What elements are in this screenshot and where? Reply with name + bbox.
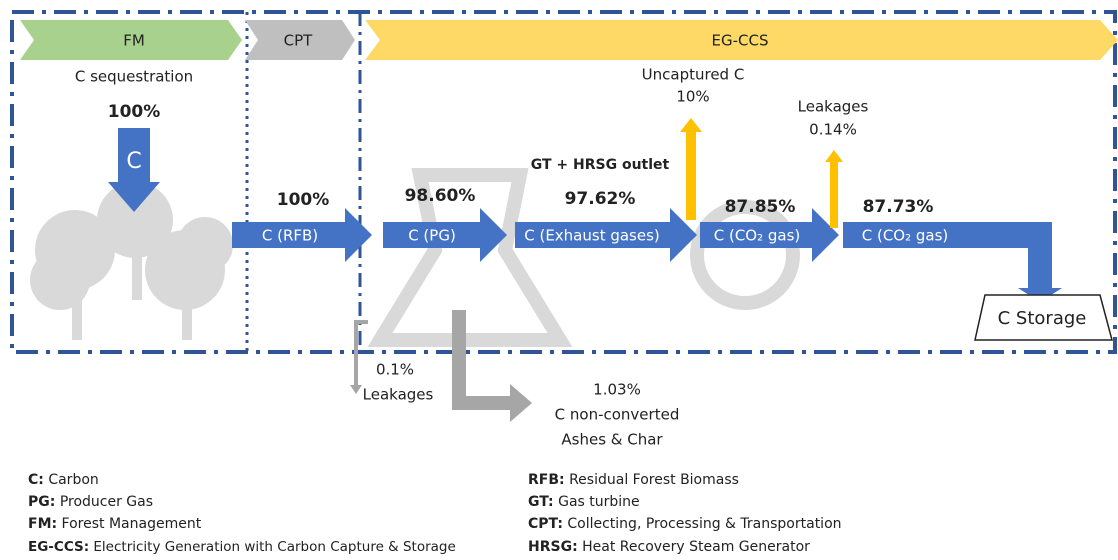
legend-entry: PG: Producer Gas xyxy=(28,494,153,510)
loss-sublabel: Ashes & Char xyxy=(561,431,663,449)
loss-percent: 10% xyxy=(676,88,709,106)
flow-label: C (Exhaust gases) xyxy=(524,227,660,245)
flow-label: C (CO₂ gas) xyxy=(862,227,949,245)
stage-label: FM xyxy=(123,32,145,50)
percent: 87.85% xyxy=(725,197,796,217)
legend-term: FM: xyxy=(28,516,57,532)
loss-label: Leakages xyxy=(363,386,434,404)
flow-label: C (PG) xyxy=(408,227,456,245)
legend-text: Carbon xyxy=(48,472,98,488)
legend-term: PG: xyxy=(28,494,55,510)
legend-text: Producer Gas xyxy=(60,494,153,510)
legend-term: EG-CCS: xyxy=(28,539,89,555)
loss-arrow xyxy=(452,310,532,422)
stage-label: EG-CCS xyxy=(712,32,769,50)
legend-term: RFB: xyxy=(528,472,565,488)
legend-entry: CPT: Collecting, Processing & Transporta… xyxy=(528,516,842,532)
legend-term: HRSG: xyxy=(528,539,578,555)
loss-arrow xyxy=(825,150,843,228)
arrow-label: C xyxy=(126,149,141,174)
legend-entry: C: Carbon xyxy=(28,472,99,488)
legend-text: Gas turbine xyxy=(558,494,640,510)
loss-label: Uncaptured C xyxy=(642,66,745,84)
legend-text: Forest Management xyxy=(62,516,202,532)
legend-text: Electricity Generation with Carbon Captu… xyxy=(93,539,455,555)
caption: C sequestration xyxy=(75,68,193,86)
legend-text: Collecting, Processing & Transportation xyxy=(567,516,841,532)
legend-text: Residual Forest Biomass xyxy=(569,472,739,488)
diagram: FM CPT EG-CCS C sequestration 100% C C (… xyxy=(0,0,1118,560)
loss-label: Leakages xyxy=(798,98,869,116)
loss-label: C non-converted xyxy=(555,406,680,424)
legend-term: GT: xyxy=(528,494,554,510)
percent: 100% xyxy=(108,102,161,122)
legend-entry: RFB: Residual Forest Biomass xyxy=(528,472,739,488)
loss-percent: 1.03% xyxy=(593,381,641,399)
legend-text: Heat Recovery Steam Generator xyxy=(582,539,810,555)
stage-label: CPT xyxy=(284,32,314,50)
flow-label: C (CO₂ gas) xyxy=(714,227,801,245)
percent: 87.73% xyxy=(863,197,934,217)
legend-term: C: xyxy=(28,472,44,488)
legend: C: Carbon PG: Producer Gas FM: Forest Ma… xyxy=(28,472,842,555)
loss-percent: 0.1% xyxy=(376,361,414,379)
flow-arrows xyxy=(232,208,1062,302)
loss-arrow xyxy=(680,118,702,220)
percent: 100% xyxy=(277,190,330,210)
loss-percent: 0.14% xyxy=(809,121,857,139)
legend-entry: FM: Forest Management xyxy=(28,516,202,532)
storage-label: C Storage xyxy=(998,308,1087,329)
legend-entry: GT: Gas turbine xyxy=(528,494,640,510)
legend-entry: EG-CCS: Electricity Generation with Carb… xyxy=(28,539,456,555)
flow-label: C (RFB) xyxy=(262,227,318,245)
note: GT + HRSG outlet xyxy=(531,157,670,173)
legend-term: CPT: xyxy=(528,516,563,532)
percent: 98.60% xyxy=(405,186,476,206)
legend-entry: HRSG: Heat Recovery Steam Generator xyxy=(528,539,810,555)
percent: 97.62% xyxy=(565,189,636,209)
